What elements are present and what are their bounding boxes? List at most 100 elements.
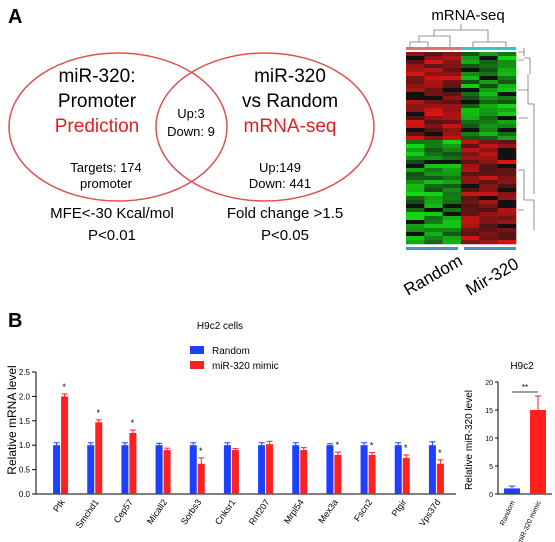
heatmap-cell <box>442 188 462 193</box>
heatmap-cell <box>479 200 498 205</box>
heatmap-cell <box>479 156 498 161</box>
heatmap-cell <box>461 156 480 161</box>
heatmap-cell <box>461 88 480 93</box>
heatmap-cell <box>497 52 517 57</box>
heatmap-cell <box>406 156 425 161</box>
heatmap-cell <box>479 168 498 173</box>
heatmap-cell <box>442 112 462 117</box>
heatmap-group-bar-random <box>406 47 461 50</box>
heatmap-cell <box>442 104 462 109</box>
heatmap-cell <box>479 72 498 77</box>
heatmap-cell <box>497 88 517 93</box>
heatmap-cell <box>497 168 517 173</box>
heatmap-cell <box>479 96 498 101</box>
heatmap-cell <box>479 152 498 157</box>
heatmap-cell <box>479 188 498 193</box>
legend-swatch-random <box>190 346 204 354</box>
small-x-tick-label: Random <box>499 500 517 527</box>
chart-main-ylabel: Relative mRNA level <box>5 365 19 474</box>
heatmap-cell <box>497 160 517 165</box>
heatmap-cell <box>424 232 443 237</box>
heatmap-cell <box>442 56 462 61</box>
heatmap-cell <box>461 160 480 165</box>
heatmap-cell <box>497 76 517 81</box>
venn-left-line1: miR-320: <box>58 66 135 87</box>
heatmap-cell <box>442 136 462 141</box>
heatmap-cell <box>424 72 443 77</box>
heatmap-cell <box>442 144 462 149</box>
heatmap-cell <box>479 100 498 105</box>
heatmap-cell <box>461 220 480 225</box>
heatmap-cell <box>406 108 425 113</box>
heatmap-cell <box>424 160 443 165</box>
heatmap-cell <box>406 168 425 173</box>
heatmap-cell <box>406 60 425 65</box>
significance-mark: * <box>96 408 100 418</box>
heatmap-cell <box>497 144 517 149</box>
bar-mimic <box>95 422 103 494</box>
heatmap-cell <box>424 136 443 141</box>
heatmap-bottom-bar-mir320 <box>464 247 516 250</box>
heatmap-cell <box>461 92 480 97</box>
heatmap-cell <box>424 96 443 101</box>
heatmap-cell <box>461 104 480 109</box>
heatmap-cell <box>424 180 443 185</box>
heatmap-cell <box>479 204 498 209</box>
heatmap-cell <box>497 176 517 181</box>
bar-random <box>258 445 266 494</box>
heatmap-cell <box>479 196 498 201</box>
heatmap-cell <box>497 128 517 133</box>
heatmap-cell <box>406 56 425 61</box>
heatmap-cell <box>479 172 498 177</box>
heatmap-cell <box>442 72 462 77</box>
x-tick-label: Vps37d <box>417 497 443 528</box>
heatmap-cell <box>442 216 462 221</box>
heatmap-cell <box>479 84 498 89</box>
heatmap-cell <box>461 200 480 205</box>
heatmap-cell <box>406 100 425 105</box>
bar-random <box>428 445 436 494</box>
heatmap-cell <box>424 236 443 241</box>
heatmap-cell <box>479 68 498 73</box>
bar-mimic <box>163 450 171 494</box>
venn-left-targets: Targets: 174 <box>70 160 142 175</box>
heatmap-cell <box>424 68 443 73</box>
heatmap-cell <box>424 76 443 81</box>
heatmap-cell <box>479 136 498 141</box>
heatmap-label-mir320: Mir-320 <box>463 254 522 299</box>
heatmap-cell <box>424 164 443 169</box>
heatmap-cell <box>424 216 443 221</box>
heatmap-cell <box>479 232 498 237</box>
heatmap-cell <box>406 72 425 77</box>
heatmap-cell <box>442 128 462 133</box>
heatmap-cell <box>461 68 480 73</box>
heatmap-cell <box>424 104 443 109</box>
heatmap-cell <box>497 156 517 161</box>
panel-a-letter: A <box>8 6 23 28</box>
heatmap-cell <box>479 56 498 61</box>
bar-mimic <box>334 454 342 494</box>
heatmap-cell <box>424 192 443 197</box>
heatmap-cell <box>442 124 462 129</box>
heatmap-cell <box>461 144 480 149</box>
heatmap-cell <box>406 224 425 229</box>
small-y-tick-label: 10 <box>485 436 493 443</box>
heatmap-cell <box>461 116 480 121</box>
heatmap-cell <box>479 228 498 233</box>
heatmap-cell <box>424 64 443 69</box>
heatmap-cell <box>424 132 443 137</box>
bar-random <box>53 445 61 494</box>
chart-small-ylabel: Relative miR-320 level <box>464 390 475 490</box>
heatmap-cell <box>406 200 425 205</box>
chart-main-title: H9c2 cells <box>197 321 243 332</box>
heatmap-cell <box>442 148 462 153</box>
heatmap-cell <box>479 176 498 181</box>
venn-right-criteria-2: P<0.05 <box>261 227 309 244</box>
heatmap-cell <box>461 176 480 181</box>
small-bar-mimic <box>530 410 546 494</box>
heatmap-cell <box>461 228 480 233</box>
venn-right-line1: miR-320 <box>254 66 326 87</box>
venn-left-circle <box>8 52 228 202</box>
heatmap-cell <box>479 120 498 125</box>
main-y-tick-label: 0.5 <box>19 466 31 475</box>
